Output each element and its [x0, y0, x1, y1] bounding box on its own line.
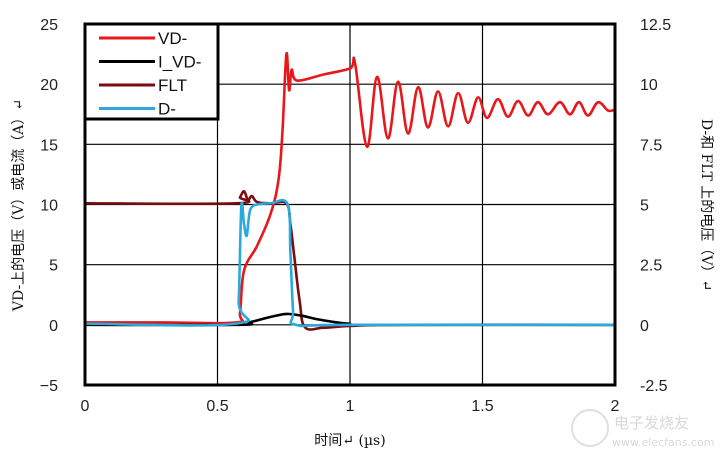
x-axis-label: 时间↵ (µs) — [314, 433, 385, 449]
left-y-tick-label: 10 — [40, 198, 58, 215]
right-y-tick-label: 10 — [640, 77, 658, 94]
x-tick-label: 0.5 — [206, 398, 228, 415]
left-y-axis-label: VD-上的电压（V）或电流（A）↵ — [11, 99, 27, 312]
series-lines — [84, 52, 616, 331]
right-y-tick-labels: 12.5 10 7.5 5 2.5 0 -2.5 — [640, 17, 671, 395]
series-line-vd — [84, 52, 616, 325]
left-y-tick-label: 5 — [49, 258, 58, 275]
x-tick-labels: 0 0.5 1 1.5 2 — [81, 398, 620, 415]
right-y-tick-label: 0 — [640, 318, 649, 335]
legend-label: VD- — [158, 29, 187, 48]
left-y-tick-label: 0 — [49, 318, 58, 335]
right-y-tick-label: 7.5 — [640, 137, 662, 154]
x-tick-label: 1.5 — [471, 398, 493, 415]
left-y-tick-label: 15 — [40, 137, 58, 154]
watermark-logo: 电子发烧友 — [614, 414, 689, 432]
left-y-tick-label: 25 — [40, 17, 58, 34]
legend-label: I_VD- — [158, 53, 201, 72]
legend-box — [83, 22, 220, 121]
right-y-tick-label: 5 — [640, 198, 649, 215]
right-y-axis-label: D-和 FLT 上的电压（V）↵ — [698, 119, 714, 291]
x-tick-label: 0 — [81, 398, 90, 415]
right-y-tick-label: 2.5 — [640, 258, 662, 275]
right-y-tick-label: 12.5 — [640, 17, 671, 34]
right-y-tick-label: -2.5 — [640, 378, 668, 395]
legend: VD- I_VD- FLT D- — [83, 22, 220, 121]
left-y-tick-label: 20 — [40, 77, 58, 94]
watermark: 电子发烧友 www.elecfans.com — [571, 409, 714, 449]
watermark-url: www.elecfans.com — [612, 436, 714, 449]
left-y-tick-label: −5 — [40, 378, 58, 395]
x-tick-label: 2 — [611, 398, 620, 415]
plot-frame — [83, 22, 617, 387]
series-line-d — [84, 198, 615, 328]
x-tick-label: 1 — [346, 398, 355, 415]
left-y-tick-labels: 25 20 15 10 5 0 −5 — [40, 17, 58, 395]
legend-label: FLT — [158, 76, 187, 95]
legend-label: D- — [158, 100, 176, 119]
